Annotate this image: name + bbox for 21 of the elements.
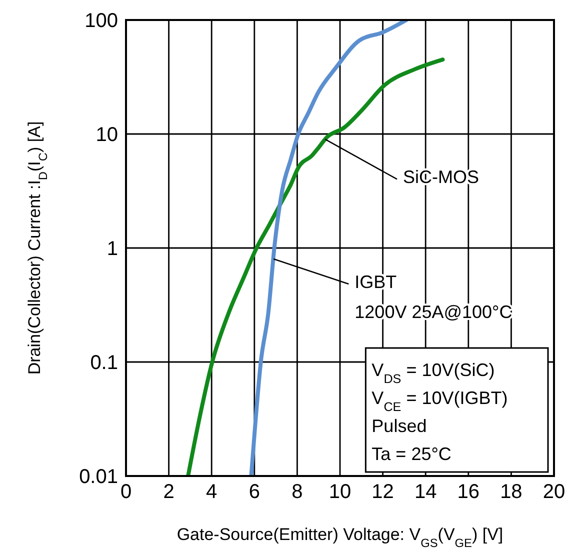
annotation: V$_{CE}$ = 10V(IGBT) <box>372 388 508 414</box>
y-tick-label: 10 <box>96 124 118 146</box>
y-tick-label: 1 <box>106 238 118 260</box>
y-tick-label: 100 <box>84 10 118 32</box>
x-axis-title: Gate-Source(Emitter) Voltage: V$_{GS}$(V$_{GE}$) [V] <box>176 525 504 550</box>
x-tick-label: 20 <box>542 481 566 504</box>
x-tick-label: 10 <box>328 481 352 504</box>
x-tick-label: 18 <box>500 481 522 504</box>
y-tick-label: 0.1 <box>90 352 118 374</box>
x-tick-label: 16 <box>457 481 480 504</box>
x-tick-label: 0 <box>120 481 132 504</box>
x-tick-label: 2 <box>163 481 174 504</box>
annotation: V$_{DS}$ = 10V(SiC) <box>372 360 495 386</box>
x-tick-label: 12 <box>372 481 394 504</box>
x-tick-label: 6 <box>248 481 260 504</box>
annotation: Pulsed <box>372 416 427 436</box>
annotation: Ta = 25°C <box>372 444 452 464</box>
y-tick-label: 0.01 <box>79 466 118 488</box>
x-tick-label: 4 <box>206 481 218 504</box>
x-tick-label: 14 <box>414 481 437 504</box>
x-tick-label: 8 <box>292 481 303 504</box>
